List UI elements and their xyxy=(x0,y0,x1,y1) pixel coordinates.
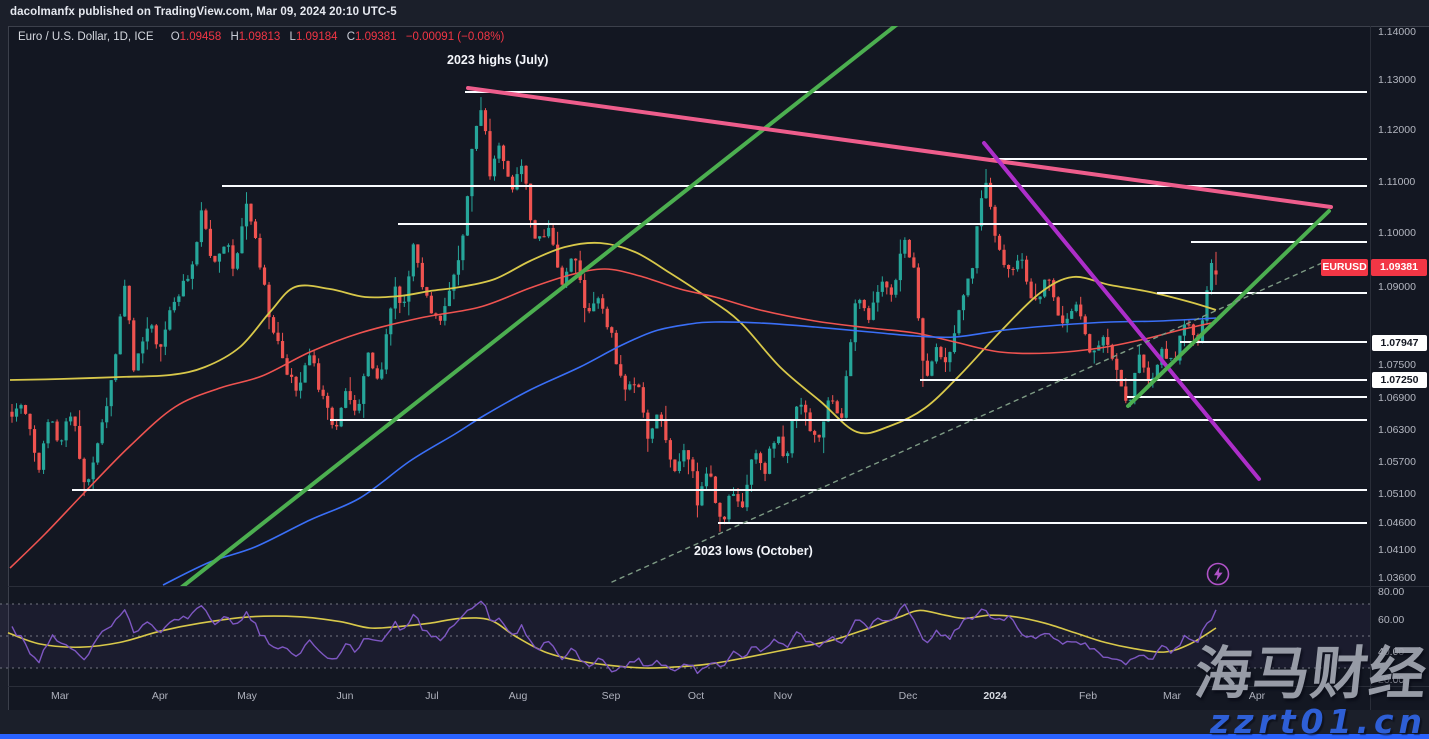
candles xyxy=(10,97,1218,532)
flash-icon[interactable] xyxy=(1205,561,1231,587)
price-tick: 1.05100 xyxy=(1378,488,1416,500)
publish-attribution: dacolmanfx published on TradingView.com,… xyxy=(10,6,397,18)
watermark-url: zzrt01.cn xyxy=(1210,702,1427,739)
price-tick: 1.03600 xyxy=(1378,572,1416,584)
annotation-2023-lows: 2023 lows (October) xyxy=(694,544,813,558)
rsi-axis-tick: 80.00 xyxy=(1378,586,1405,598)
month-label: Dec xyxy=(898,690,918,702)
horizontal-levels xyxy=(72,91,1367,524)
rsi-axis-tick: 40.00 xyxy=(1378,646,1405,658)
month-label: Sep xyxy=(601,690,621,702)
current-price-symbol-badge: EURUSD xyxy=(1321,258,1368,276)
month-label: Mar xyxy=(50,690,70,702)
month-label: Oct xyxy=(687,690,705,702)
price-tick: 1.13000 xyxy=(1378,74,1416,86)
open-value: 1.09458 xyxy=(179,31,222,43)
low-label: L xyxy=(289,31,296,43)
year-label: 2024 xyxy=(983,690,1007,702)
high-value: 1.09813 xyxy=(238,31,281,43)
rsi-pane-svg[interactable] xyxy=(0,588,1370,685)
price-tick: 1.06300 xyxy=(1378,424,1416,436)
price-tick: 1.09000 xyxy=(1378,281,1416,293)
dotted-support xyxy=(611,262,1323,583)
descending-resistance xyxy=(466,86,1333,209)
month-label: Jul xyxy=(425,690,439,702)
price-tick: 1.07500 xyxy=(1378,359,1416,371)
price-tick: 1.11000 xyxy=(1378,176,1416,188)
month-label: Apr xyxy=(1248,690,1266,702)
close-label: C xyxy=(346,31,356,43)
price-tick: 1.04100 xyxy=(1378,544,1416,556)
high-label: H xyxy=(230,31,239,43)
change-value: −0.00091 (−0.08%) xyxy=(405,31,505,43)
footer-bar: TradingView xyxy=(0,710,1429,734)
level-price-badge: 1.07947 xyxy=(1372,335,1427,351)
level-price-badge: 1.07250 xyxy=(1372,372,1427,388)
month-label: Jun xyxy=(336,690,354,702)
watermark-title: 海马财经 xyxy=(1191,641,1429,707)
pane-separator xyxy=(8,586,1429,587)
symbol-legend[interactable]: Euro / U.S. Dollar, 1D, ICE O1.09458 H1.… xyxy=(18,31,504,43)
price-axis-separator xyxy=(1370,26,1371,710)
rsi-axis-tick: 20.00 xyxy=(1378,674,1405,686)
month-label: Mar xyxy=(1162,690,1182,702)
rsi-line xyxy=(11,600,1217,675)
rsi-axis-tick: 60.00 xyxy=(1378,614,1405,626)
watermark: 海马财经 zzrt01.cn xyxy=(1191,641,1429,739)
month-label: Apr xyxy=(151,690,169,702)
price-pane-svg[interactable] xyxy=(0,26,1370,586)
price-tick: 1.04600 xyxy=(1378,517,1416,529)
short-uptrend xyxy=(1126,209,1331,408)
steep-downtrend xyxy=(982,141,1261,481)
open-label: O xyxy=(170,31,180,43)
annotation-2023-highs: 2023 highs (July) xyxy=(447,53,549,67)
price-tick: 1.05700 xyxy=(1378,456,1416,468)
chart-frame xyxy=(8,26,1429,710)
major-uptrend xyxy=(180,26,899,586)
ma-mid-red xyxy=(9,268,1217,569)
publish-bar: dacolmanfx published on TradingView.com,… xyxy=(0,0,1429,26)
price-tick: 1.12000 xyxy=(1378,124,1416,136)
month-label: Aug xyxy=(508,690,528,702)
rsi-ma-line xyxy=(7,609,1217,669)
month-label: Feb xyxy=(1078,690,1098,702)
bottom-accent-bar xyxy=(0,734,1429,739)
month-label: May xyxy=(237,690,257,702)
time-axis-separator xyxy=(8,686,1429,687)
symbol-title: Euro / U.S. Dollar, 1D, ICE xyxy=(18,31,154,43)
price-tick: 1.06900 xyxy=(1378,392,1416,404)
price-tick: 1.14000 xyxy=(1378,26,1416,38)
price-tick: 1.10000 xyxy=(1378,227,1416,239)
ma-slow-blue xyxy=(162,317,1217,586)
current-price-badge: 1.09381 xyxy=(1371,258,1427,276)
close-value: 1.09381 xyxy=(355,31,397,43)
month-label: Nov xyxy=(773,690,793,702)
low-value: 1.09184 xyxy=(295,31,338,43)
